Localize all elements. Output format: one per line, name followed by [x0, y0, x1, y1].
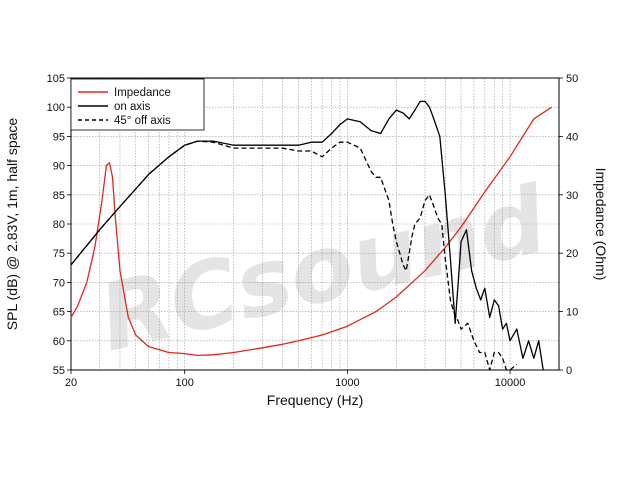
y-axis-left-title: SPL (dB) @ 2.83V, 1m, half space	[4, 118, 20, 331]
legend-label-impedance: Impedance	[114, 87, 171, 99]
legend-label-off-axis: 45° off axis	[114, 115, 171, 127]
watermark-logo: RCsound	[90, 166, 557, 372]
series-lines	[70, 100, 552, 371]
y-left-tick-label: 65	[53, 307, 65, 319]
x-tick-label: 10000	[495, 377, 526, 389]
y-left-tick-label: 75	[53, 248, 65, 260]
legend-label-on-axis: on axis	[114, 101, 151, 113]
y-right-tick-label: 10	[566, 307, 578, 319]
y-right-tick-label: 40	[566, 131, 578, 143]
y-left-tick-label: 80	[53, 219, 65, 231]
y-left-tick-label: 100	[47, 102, 65, 114]
x-tick-label: 100	[176, 377, 194, 389]
y-left-tick-label: 70	[53, 277, 65, 289]
x-tick-label: 1000	[335, 377, 359, 389]
series-line-on-axis	[70, 100, 544, 371]
y-left-tick-label: 95	[53, 131, 65, 143]
y-right-tick-label: 30	[566, 190, 578, 202]
y-left-tick-label: 85	[53, 190, 65, 202]
legend: Impedance on axis 45° off axis	[70, 78, 205, 131]
y-right-tick-label: 50	[566, 73, 578, 85]
y-left-tick-label: 60	[53, 336, 65, 348]
y-right-tick-label: 20	[566, 248, 578, 260]
y-axis-right-title: Impedance (Ohm)	[593, 168, 609, 281]
x-tick-label: 20	[65, 377, 77, 389]
y-left-tick-label: 90	[53, 161, 65, 173]
series-line-45-off-axis	[70, 140, 518, 371]
y-right-tick-label: 0	[566, 365, 572, 377]
x-axis-title: Frequency (Hz)	[267, 392, 363, 408]
y-left-tick-label: 55	[53, 365, 65, 377]
axis-ticks: 55 60 65 70 75 80 85 90 95 100 105 0 10 20 30 40 50 20 100…	[47, 73, 579, 389]
legend-box	[70, 78, 205, 131]
series-line-impedance	[70, 106, 552, 357]
y-left-tick-label: 105	[47, 73, 65, 85]
